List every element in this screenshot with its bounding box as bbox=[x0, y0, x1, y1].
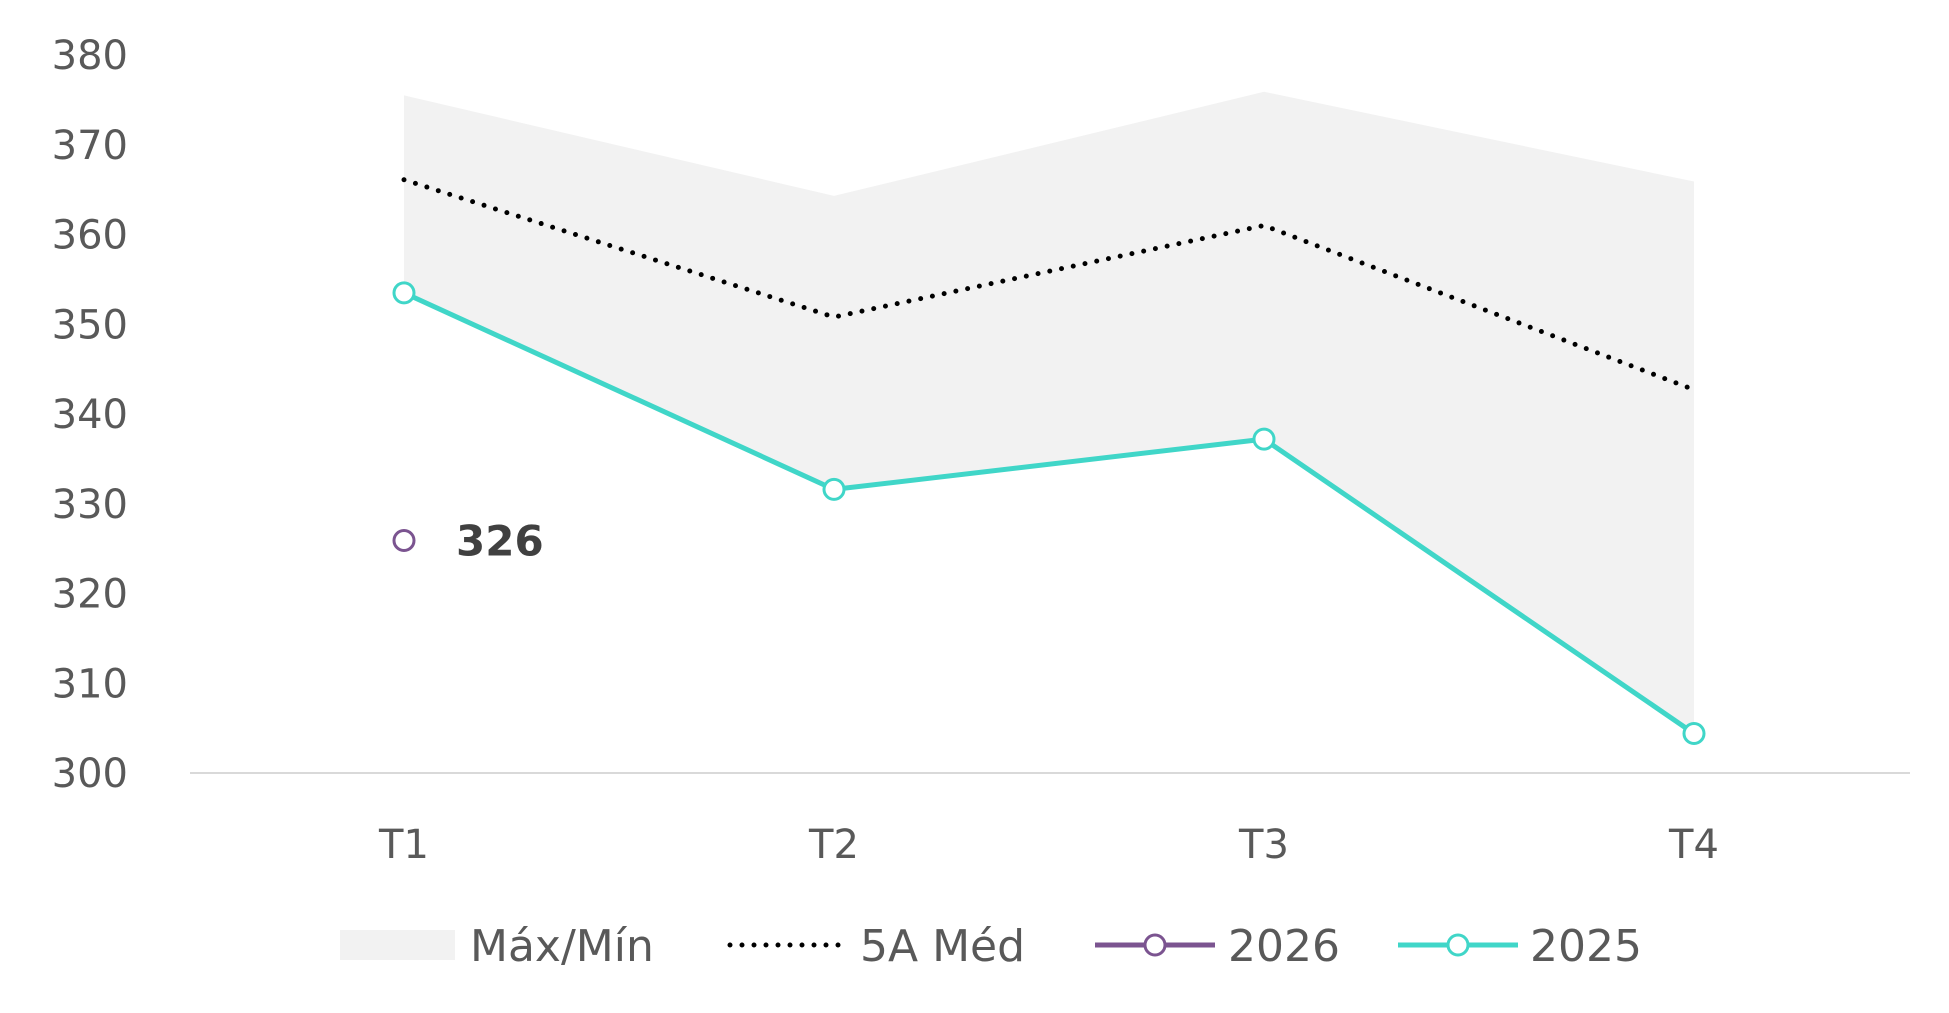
legend-label-max-min: Máx/Mín bbox=[470, 921, 654, 972]
series-layer bbox=[392, 177, 1706, 746]
x-tick-label: T4 bbox=[1668, 822, 1719, 868]
y-tick-label: 340 bbox=[52, 392, 128, 438]
y-tick-label: 320 bbox=[52, 572, 128, 618]
x-tick-label: T3 bbox=[1238, 822, 1289, 868]
series-line-5a-m-d bbox=[401, 177, 1697, 393]
point-2025 bbox=[392, 281, 416, 305]
legend-marker-2026 bbox=[1143, 933, 1167, 957]
legend: Máx/Mín 5A Méd 2026 2025 bbox=[340, 921, 1642, 972]
point-2025 bbox=[1682, 722, 1706, 746]
y-tick-label: 330 bbox=[52, 482, 128, 528]
data-labels: 326 bbox=[456, 517, 544, 566]
legend-label-5a-med: 5A Méd bbox=[860, 921, 1025, 972]
y-tick-label: 360 bbox=[52, 213, 128, 259]
x-axis-ticks: T1 T2 T3 T4 bbox=[378, 822, 1719, 868]
y-tick-label: 380 bbox=[52, 33, 128, 79]
x-tick-label: T2 bbox=[808, 822, 859, 868]
legend-swatch-max-min bbox=[340, 930, 455, 960]
point-2026 bbox=[392, 529, 416, 553]
legend-label-2025: 2025 bbox=[1530, 921, 1642, 972]
series-line-2025 bbox=[402, 290, 1696, 736]
legend-label-2026: 2026 bbox=[1228, 921, 1340, 972]
point-2025 bbox=[822, 477, 846, 501]
y-axis-ticks: 380 370 360 350 340 330 320 310 300 bbox=[52, 33, 128, 797]
legend-marker-2025 bbox=[1446, 933, 1470, 957]
y-tick-label: 350 bbox=[52, 302, 128, 348]
y-tick-label: 370 bbox=[52, 123, 128, 169]
data-label-2026: 326 bbox=[456, 517, 544, 566]
x-tick-label: T1 bbox=[378, 822, 429, 868]
y-tick-label: 300 bbox=[52, 751, 128, 797]
y-tick-label: 310 bbox=[52, 661, 128, 707]
max-min-band bbox=[404, 91, 1694, 734]
band-layer bbox=[404, 91, 1694, 734]
point-2025 bbox=[1252, 427, 1276, 451]
